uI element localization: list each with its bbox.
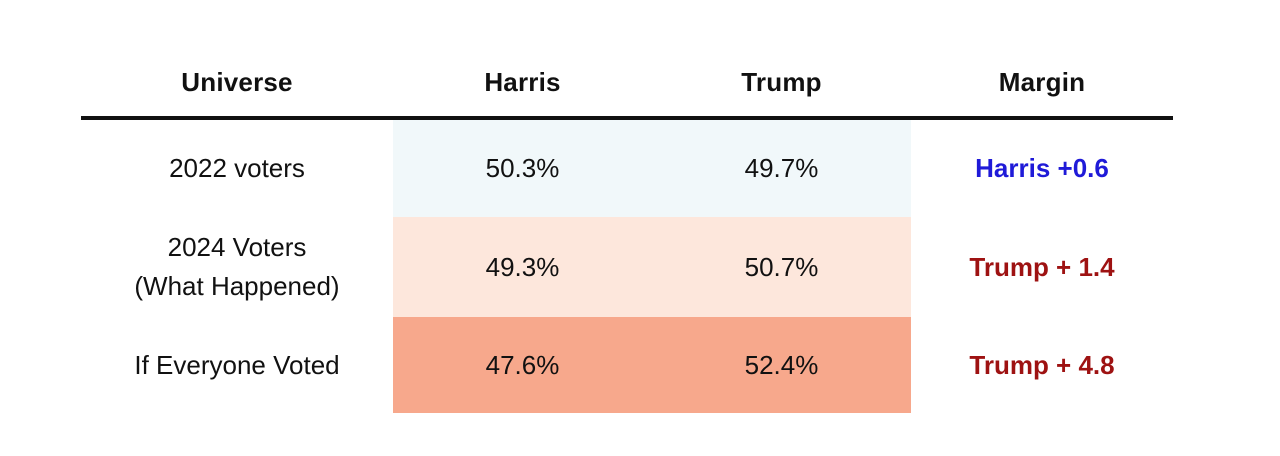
margin-value: Trump + 4.8	[969, 349, 1115, 380]
universe-cell: 2024 Voters (What Happened)	[81, 217, 393, 317]
harris-value-cell: 47.6%	[393, 317, 652, 413]
harris-value: 47.6%	[485, 349, 560, 380]
universe-label: If Everyone Voted	[134, 349, 340, 380]
header-trump-label: Trump	[741, 66, 822, 97]
trump-value: 50.7%	[744, 251, 819, 282]
table-header-row: Universe Harris Trump Margin	[81, 48, 1173, 120]
margin-value: Trump + 1.4	[969, 251, 1115, 282]
universe-label-line2: (What Happened)	[134, 271, 340, 301]
header-universe-label: Universe	[181, 66, 293, 97]
harris-value: 49.3%	[485, 251, 560, 282]
trump-value-cell: 50.7%	[652, 217, 911, 317]
trump-value: 52.4%	[744, 349, 819, 380]
trump-value-cell: 52.4%	[652, 317, 911, 413]
harris-value: 50.3%	[485, 153, 560, 183]
harris-value-cell: 49.3%	[393, 217, 652, 317]
margin-cell: Trump + 1.4	[911, 217, 1173, 317]
trump-value-cell: 49.7%	[652, 120, 911, 217]
header-universe: Universe	[81, 63, 393, 102]
header-margin-label: Margin	[998, 66, 1086, 97]
universe-cell: If Everyone Voted	[81, 317, 393, 413]
universe-cell: 2022 voters	[81, 120, 393, 217]
table-row: 2024 Voters (What Happened) 49.3% 50.7% …	[81, 217, 1173, 317]
margin-cell: Harris +0.6	[911, 120, 1173, 217]
margin-value: Harris +0.6	[975, 153, 1109, 183]
header-trump: Trump	[652, 63, 911, 102]
universe-label: 2022 voters	[169, 153, 305, 183]
universe-label: 2024 Voters	[167, 232, 307, 262]
header-harris: Harris	[393, 63, 652, 102]
margin-cell: Trump + 4.8	[911, 317, 1173, 413]
harris-value-cell: 50.3%	[393, 120, 652, 217]
table: Universe Harris Trump Margin 2022 voters…	[81, 48, 1173, 413]
trump-value: 49.7%	[744, 153, 819, 183]
table-row: 2022 voters 50.3% 49.7% Harris +0.6	[81, 120, 1173, 217]
table-row: If Everyone Voted 47.6% 52.4% Trump + 4.…	[81, 317, 1173, 413]
header-harris-label: Harris	[484, 66, 561, 97]
header-margin: Margin	[911, 63, 1173, 102]
